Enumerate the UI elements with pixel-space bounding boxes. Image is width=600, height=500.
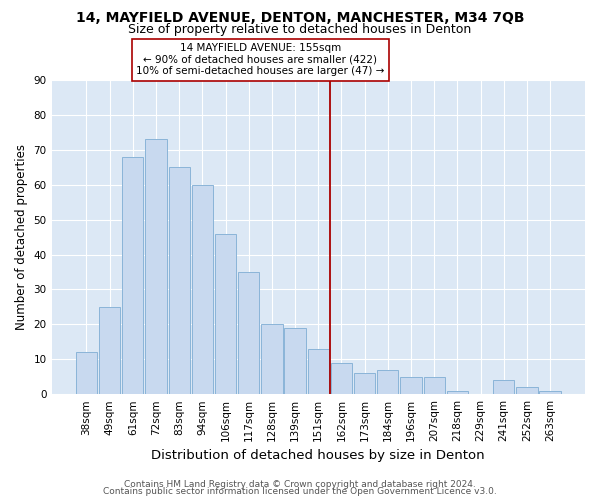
Bar [261,324,283,394]
Bar [308,349,329,394]
Bar [400,376,422,394]
Bar [122,157,143,394]
Bar [493,380,514,394]
Bar [215,234,236,394]
Bar [284,328,306,394]
Bar [424,376,445,394]
Y-axis label: Number of detached properties: Number of detached properties [15,144,28,330]
Bar [446,390,468,394]
Bar [354,373,375,394]
Bar [169,168,190,394]
Bar [76,352,97,394]
X-axis label: Distribution of detached houses by size in Denton: Distribution of detached houses by size … [151,450,485,462]
Bar [331,363,352,394]
Bar [377,370,398,394]
Bar [145,140,167,394]
Text: Contains public sector information licensed under the Open Government Licence v3: Contains public sector information licen… [103,487,497,496]
Bar [99,307,120,394]
Bar [539,390,561,394]
Bar [516,387,538,394]
Text: Contains HM Land Registry data © Crown copyright and database right 2024.: Contains HM Land Registry data © Crown c… [124,480,476,489]
Text: 14 MAYFIELD AVENUE: 155sqm
← 90% of detached houses are smaller (422)
10% of sem: 14 MAYFIELD AVENUE: 155sqm ← 90% of deta… [136,44,385,76]
Bar [238,272,259,394]
Bar [191,184,213,394]
Text: 14, MAYFIELD AVENUE, DENTON, MANCHESTER, M34 7QB: 14, MAYFIELD AVENUE, DENTON, MANCHESTER,… [76,11,524,25]
Text: Size of property relative to detached houses in Denton: Size of property relative to detached ho… [128,22,472,36]
